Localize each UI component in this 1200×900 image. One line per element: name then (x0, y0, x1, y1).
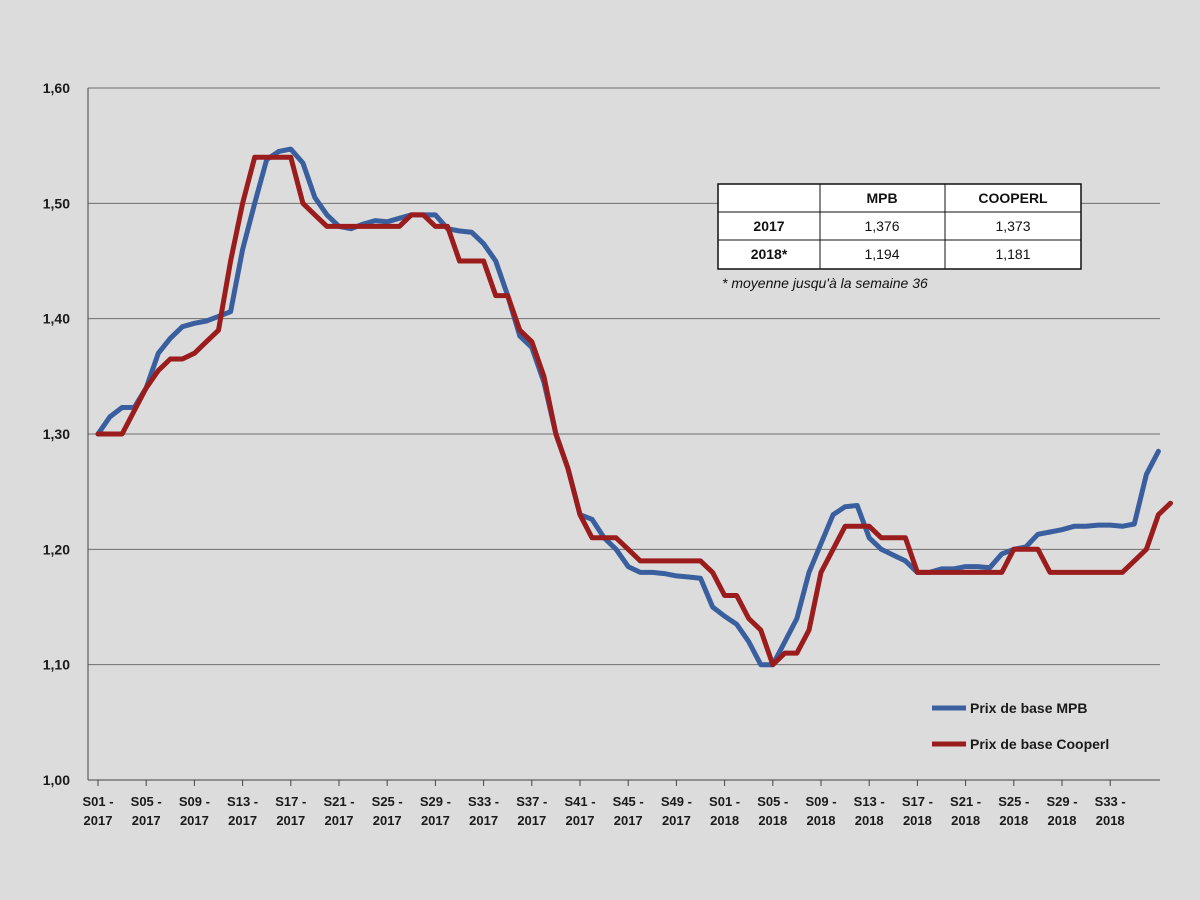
y-tick-label: 1,40 (43, 311, 70, 327)
x-tick-label: S29 -2017 (420, 794, 451, 828)
table-cell: 1,373 (995, 218, 1030, 234)
x-tick-label: S13 -2017 (227, 794, 258, 828)
x-tick-label: S41 -2017 (564, 794, 595, 828)
x-tick-label: S45 -2017 (613, 794, 644, 828)
x-tick-label: S05 -2017 (131, 794, 162, 828)
table-row-label: 2017 (753, 218, 784, 234)
x-tick-label: S29 -2018 (1046, 794, 1077, 828)
y-tick-label: 1,30 (43, 426, 70, 442)
table-footnote: * moyenne jusqu'à la semaine 36 (722, 275, 928, 291)
x-tick-label: S17 -2018 (902, 794, 933, 828)
x-tick-label: S49 -2017 (661, 794, 692, 828)
y-axis: 1,00 1,10 1,20 1,30 1,40 1,50 1,60 (43, 80, 89, 788)
table-row-label: 2018* (751, 246, 788, 262)
table-cell: 1,376 (864, 218, 899, 234)
y-tick-label: 1,60 (43, 80, 70, 96)
y-tick-label: 1,00 (43, 772, 70, 788)
legend: Prix de base MPB Prix de base Cooperl (932, 700, 1109, 752)
table-header-cooperl: COOPERL (978, 190, 1048, 206)
x-tick-label: S13 -2018 (854, 794, 885, 828)
table-header-mpb: MPB (866, 190, 897, 206)
x-tick-label: S25 -2017 (372, 794, 403, 828)
x-tick-label: S37 -2017 (516, 794, 547, 828)
x-tick-label: S09 -2018 (805, 794, 836, 828)
x-tick-label: S25 -2018 (998, 794, 1029, 828)
x-tick-label: S17 -2017 (275, 794, 306, 828)
y-tick-label: 1,20 (43, 541, 70, 557)
legend-label-mpb: Prix de base MPB (970, 700, 1088, 716)
summary-table: MPB COOPERL 2017 1,376 1,373 2018* 1,194… (717, 183, 1082, 291)
x-tick-label: S01 -2018 (709, 794, 740, 828)
x-tick-label: S05 -2018 (757, 794, 788, 828)
table-background (717, 183, 1082, 270)
legend-label-cooperl: Prix de base Cooperl (970, 736, 1109, 752)
x-tick-label: S33 -2018 (1095, 794, 1126, 828)
y-tick-label: 1,50 (43, 195, 70, 211)
series-line-cooperl (95, 154, 1173, 668)
x-axis: S01 -2017 S05 -2017 S09 -2017 S13 -2017 S17 … (82, 779, 1160, 828)
x-tick-label: S21 -2017 (323, 794, 354, 828)
x-tick-label: S33 -2017 (468, 794, 499, 828)
series-lines (95, 146, 1173, 668)
table-cell: 1,181 (995, 246, 1030, 262)
y-tick-label: 1,10 (43, 657, 70, 673)
grid-lines (88, 87, 1160, 666)
x-tick-label: S21 -2018 (950, 794, 981, 828)
series-line-mpb (95, 146, 1161, 668)
table-cell: 1,194 (864, 246, 899, 262)
x-tick-label: S01 -2017 (82, 794, 113, 828)
x-tick-label: S09 -2017 (179, 794, 210, 828)
